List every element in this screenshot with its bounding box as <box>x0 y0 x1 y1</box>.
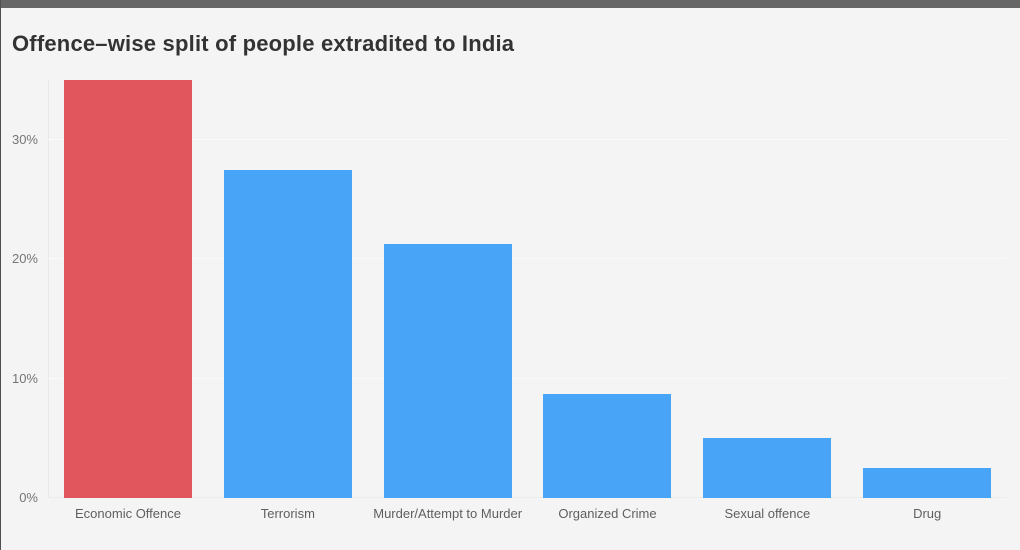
bar-drug <box>863 468 992 498</box>
x-label-text: Terrorism <box>260 506 315 521</box>
x-label-terrorism: Terrorism <box>208 506 368 522</box>
y-tick-label-20pct: 20% <box>11 251 38 267</box>
x-label-text: Organized Crime <box>558 506 657 521</box>
gridline-20pct <box>48 258 1007 260</box>
y-tick-label-30pct: 30% <box>11 131 38 147</box>
bar-sexual-offence <box>703 438 832 498</box>
x-label-text: Sexual offence <box>724 506 811 521</box>
x-label-organized-crime: Organized Crime <box>528 506 688 522</box>
chart-title: Offence–wise split of people extradited … <box>12 31 515 56</box>
x-label-drug: Drug <box>847 506 1007 522</box>
bar-murder-attempt-to-murder <box>383 244 512 498</box>
bar-economic-offence <box>63 80 192 498</box>
y-tick-label-0pct: 0% <box>19 490 38 505</box>
bar-terrorism <box>223 169 352 498</box>
x-label-economic-offence: Economic Offence <box>48 506 208 522</box>
x-label-text: Economic Offence <box>75 506 181 521</box>
x-axis-baseline <box>48 497 1007 498</box>
x-label-text: Drug <box>913 506 942 521</box>
y-tick-label-10pct: 10% <box>11 370 38 386</box>
gridline-30pct <box>48 138 1007 140</box>
plot-area <box>48 80 1007 498</box>
gridline-10pct <box>48 377 1007 379</box>
window-top-edge <box>0 0 1020 8</box>
x-label-sexual-offence: Sexual offence <box>687 506 847 522</box>
y-axis-line <box>48 80 49 498</box>
x-label-text: Murder/Attempt to Murder <box>373 506 523 521</box>
x-label-murder-attempt-to-murder: Murder/Attempt to Murder <box>368 506 528 522</box>
window-left-edge <box>0 0 1 550</box>
bar-organized-crime <box>543 393 672 498</box>
